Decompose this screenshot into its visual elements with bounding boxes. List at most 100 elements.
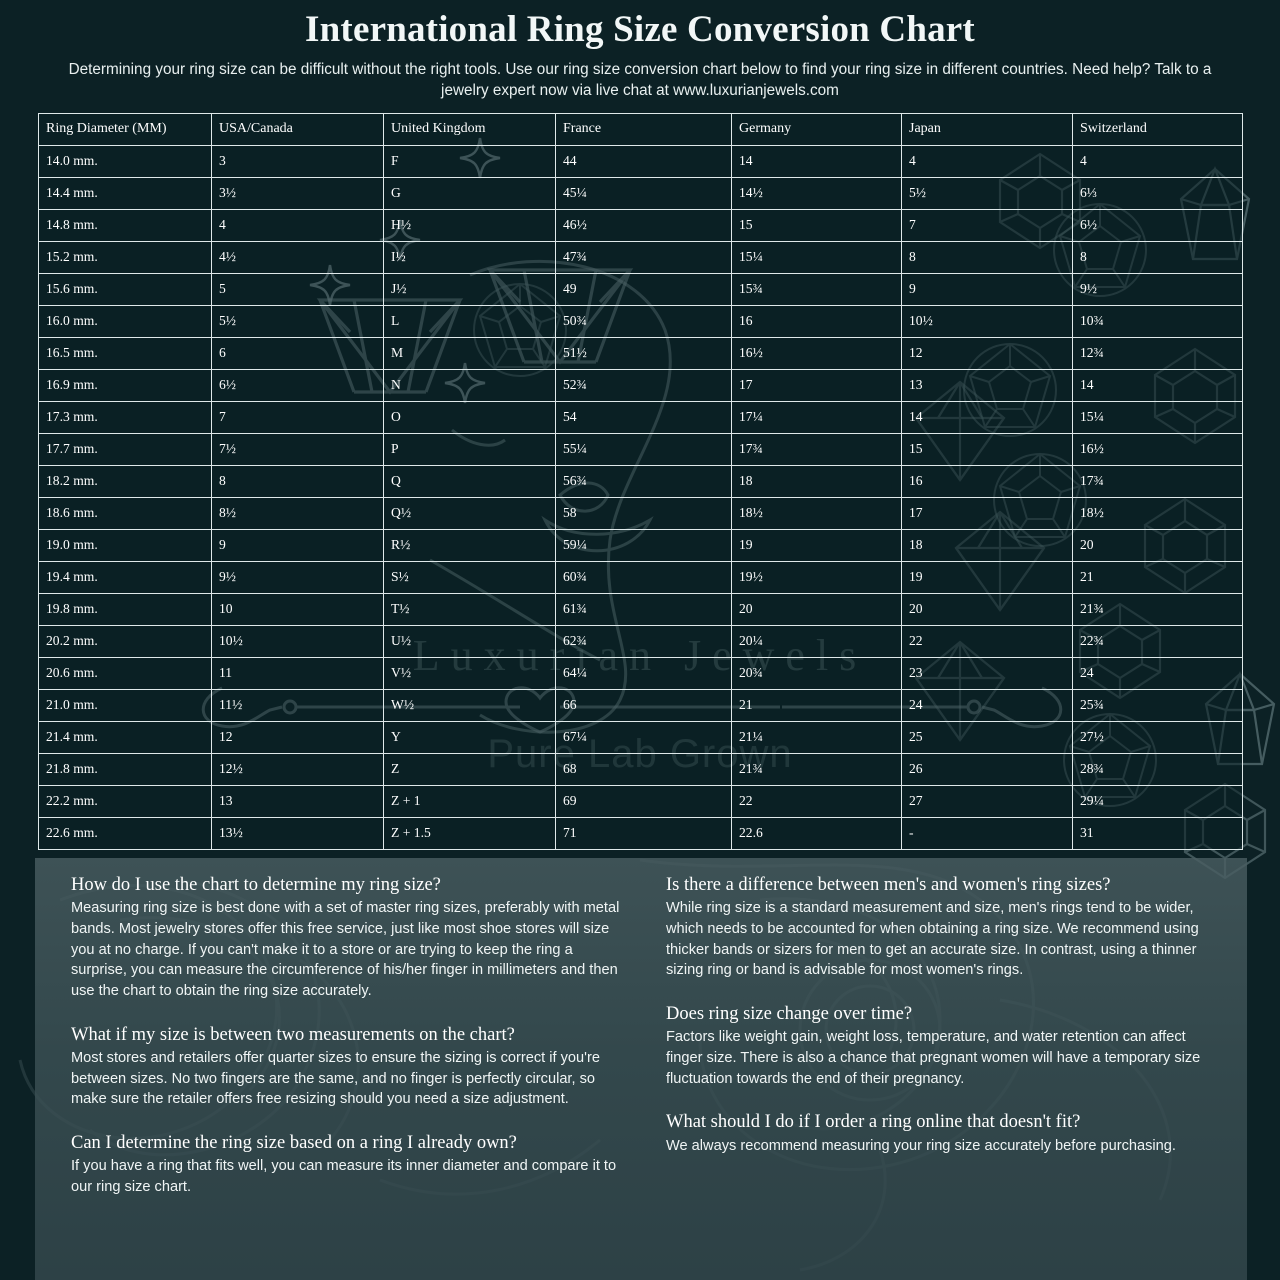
cell-12-5: 18 bbox=[901, 529, 1073, 563]
table-row: 21.0 mm. 11½ W½ 66 21 24 25¾ bbox=[38, 689, 1243, 723]
faq-item: What should I do if I order a ring onlin… bbox=[666, 1111, 1209, 1156]
faq-answer: Factors like weight gain, weight loss, t… bbox=[666, 1029, 1201, 1087]
faq-answer: We always recommend measuring your ring … bbox=[666, 1137, 1176, 1154]
cell-14-4: 20 bbox=[731, 593, 902, 627]
faq-column-left: How do I use the chart to determine my r… bbox=[53, 874, 640, 1280]
cell-9-0: 17.7 mm. bbox=[38, 433, 212, 467]
column-header-1: USA/Canada bbox=[211, 113, 384, 147]
cell-19-1: 12½ bbox=[211, 753, 384, 787]
cell-13-4: 19½ bbox=[731, 561, 902, 595]
faq-question: How do I use the chart to determine my r… bbox=[71, 875, 441, 895]
cell-4-5: 9 bbox=[901, 273, 1073, 307]
table-row: 17.7 mm. 7½ P 55¼ 17¾ 15 16½ bbox=[38, 433, 1243, 467]
table-row: 15.2 mm. 4½ I½ 47¾ 15¼ 8 8 bbox=[38, 241, 1243, 275]
cell-2-0: 14.8 mm. bbox=[38, 209, 212, 243]
cell-19-5: 26 bbox=[901, 753, 1073, 787]
ring-size-conversion-table: Ring Diameter (MM) USA/Canada United Kingd… bbox=[38, 113, 1243, 851]
cell-3-3: 47¾ bbox=[555, 241, 732, 275]
cell-9-4: 17¾ bbox=[731, 433, 902, 467]
cell-3-5: 8 bbox=[901, 241, 1073, 275]
cell-1-0: 14.4 mm. bbox=[38, 177, 212, 211]
cell-21-6: 31 bbox=[1072, 817, 1243, 851]
cell-11-0: 18.6 mm. bbox=[38, 497, 212, 531]
cell-16-6: 24 bbox=[1072, 657, 1243, 691]
column-header-4: Germany bbox=[731, 113, 902, 147]
cell-11-5: 17 bbox=[901, 497, 1073, 531]
faq-answer: Measuring ring size is best done with a … bbox=[71, 900, 620, 1000]
cell-17-2: W½ bbox=[383, 689, 556, 723]
cell-4-4: 15¾ bbox=[731, 273, 902, 307]
cell-7-2: N bbox=[383, 369, 556, 403]
cell-11-6: 18½ bbox=[1072, 497, 1243, 531]
cell-17-3: 66 bbox=[555, 689, 732, 723]
cell-7-1: 6½ bbox=[211, 369, 384, 403]
cell-9-3: 55¼ bbox=[555, 433, 732, 467]
cell-15-6: 22¾ bbox=[1072, 625, 1243, 659]
cell-16-3: 64¼ bbox=[555, 657, 732, 691]
cell-0-4: 14 bbox=[731, 145, 902, 179]
cell-1-5: 5½ bbox=[901, 177, 1073, 211]
page-header: International Ring Size Conversion Chart… bbox=[0, 0, 1280, 102]
cell-2-6: 6½ bbox=[1072, 209, 1243, 243]
cell-20-3: 69 bbox=[555, 785, 732, 819]
cell-20-6: 29¼ bbox=[1072, 785, 1243, 819]
page-title: International Ring Size Conversion Chart bbox=[305, 9, 975, 50]
page-subtitle: Determining your ring size can be diffic… bbox=[68, 60, 1212, 100]
cell-11-2: Q½ bbox=[383, 497, 556, 531]
table-row: 16.5 mm. 6 M 51½ 16½ 12 12¾ bbox=[38, 337, 1243, 371]
cell-12-2: R½ bbox=[383, 529, 556, 563]
cell-13-6: 21 bbox=[1072, 561, 1243, 595]
table-row: 21.4 mm. 12 Y 67¼ 21¼ 25 27½ bbox=[38, 721, 1243, 755]
cell-4-1: 5 bbox=[211, 273, 384, 307]
cell-16-4: 20¾ bbox=[731, 657, 902, 691]
cell-18-2: Y bbox=[383, 721, 556, 755]
table-row: 15.6 mm. 5 J½ 49 15¾ 9 9½ bbox=[38, 273, 1243, 307]
cell-6-6: 12¾ bbox=[1072, 337, 1243, 371]
cell-14-1: 10 bbox=[211, 593, 384, 627]
cell-3-6: 8 bbox=[1072, 241, 1243, 275]
cell-20-2: Z + 1 bbox=[383, 785, 556, 819]
faq-answer: If you have a ring that fits well, you c… bbox=[71, 1158, 617, 1196]
table-body: 14.0 mm. 3 F 44 14 4 4 14.4 mm. 3½ G 45¼ 14½ 5½ 6⅓ 14.… bbox=[38, 145, 1243, 851]
cell-7-6: 14 bbox=[1072, 369, 1243, 403]
cell-19-6: 28¾ bbox=[1072, 753, 1243, 787]
cell-4-2: J½ bbox=[383, 273, 556, 307]
table-row: 22.6 mm. 13½ Z + 1.5 71 22.6-31 bbox=[38, 817, 1243, 851]
cell-13-3: 60¾ bbox=[555, 561, 732, 595]
cell-18-3: 67¼ bbox=[555, 721, 732, 755]
cell-14-6: 21¾ bbox=[1072, 593, 1243, 627]
cell-5-3: 50¾ bbox=[555, 305, 732, 339]
cell-6-3: 51½ bbox=[555, 337, 732, 371]
column-header-5: Japan bbox=[901, 113, 1073, 147]
cell-20-4: 22 bbox=[731, 785, 902, 819]
table-row: 16.9 mm. 6½ N 52¾ 17 13 14 bbox=[38, 369, 1243, 403]
cell-11-1: 8½ bbox=[211, 497, 384, 531]
table-row: 14.4 mm. 3½ G 45¼ 14½ 5½ 6⅓ bbox=[38, 177, 1243, 211]
faq-answer: While ring size is a standard measuremen… bbox=[666, 900, 1199, 979]
cell-8-3: 54 bbox=[555, 401, 732, 435]
cell-3-0: 15.2 mm. bbox=[38, 241, 212, 275]
table-row: 14.8 mm. 4 H½ 46½ 15 7 6½ bbox=[38, 209, 1243, 243]
cell-3-2: I½ bbox=[383, 241, 556, 275]
cell-19-4: 21¾ bbox=[731, 753, 902, 787]
cell-15-4: 20¼ bbox=[731, 625, 902, 659]
cell-4-3: 49 bbox=[555, 273, 732, 307]
cell-18-5: 25 bbox=[901, 721, 1073, 755]
cell-6-4: 16½ bbox=[731, 337, 902, 371]
cell-15-5: 22 bbox=[901, 625, 1073, 659]
cell-12-1: 9 bbox=[211, 529, 384, 563]
cell-10-1: 8 bbox=[211, 465, 384, 499]
cell-2-1: 4 bbox=[211, 209, 384, 243]
cell-20-1: 13 bbox=[211, 785, 384, 819]
table-row: 17.3 mm. 7 O 54 17¼ 14 15¼ bbox=[38, 401, 1243, 435]
cell-1-4: 14½ bbox=[731, 177, 902, 211]
cell-16-5: 23 bbox=[901, 657, 1073, 691]
cell-8-2: O bbox=[383, 401, 556, 435]
table-row: 19.4 mm. 9½ S½ 60¾ 19½ 19 21 bbox=[38, 561, 1243, 595]
cell-19-2: Z bbox=[383, 753, 556, 787]
cell-8-6: 15¼ bbox=[1072, 401, 1243, 435]
faq-item: How do I use the chart to determine my r… bbox=[71, 874, 622, 1002]
cell-18-0: 21.4 mm. bbox=[38, 721, 212, 755]
cell-3-4: 15¼ bbox=[731, 241, 902, 275]
